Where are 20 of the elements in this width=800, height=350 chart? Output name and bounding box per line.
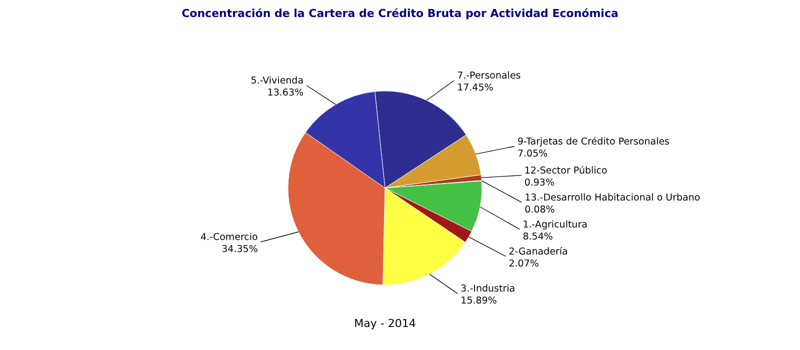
data-label: 0.08% <box>524 204 555 216</box>
data-label: 13.63% <box>267 88 304 99</box>
slice-label: 13.-Desarrollo Habitacional o Urbano <box>524 192 700 204</box>
data-label: 7.05% <box>517 148 548 160</box>
data-label: 34.35% <box>222 244 258 255</box>
data-label: 0.93% <box>524 177 555 188</box>
slice-label: 9-Tarjetas de Crédito Personales <box>517 136 670 148</box>
data-label: 2.07% <box>508 258 539 270</box>
slice-label: 12-Sector Público <box>524 165 608 176</box>
data-label: 15.89% <box>460 296 497 307</box>
data-label: 8.54% <box>522 231 553 242</box>
data-label: 17.45% <box>457 82 494 94</box>
slice-label: 2-Ganadería <box>508 246 568 258</box>
slice-label: 1.-Agricultura <box>522 219 588 230</box>
text: May - 2014 <box>354 317 416 330</box>
slice-label: 4.-Comercio <box>200 232 258 243</box>
slice-label: 5.-Vivienda <box>250 76 304 87</box>
slice-label: 3.-Industria <box>460 284 516 295</box>
slice-label: 7.-Personales <box>457 70 521 82</box>
chart-title: Concentración de la Cartera de Crédito Bruta por Actividad Económica <box>182 7 618 20</box>
